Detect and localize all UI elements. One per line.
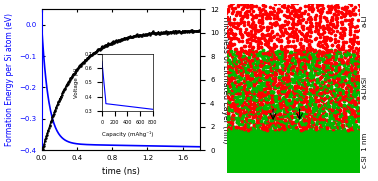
Y-axis label: Voltage (V): Voltage (V) <box>74 67 79 98</box>
X-axis label: Capacity (mAhg⁻¹): Capacity (mAhg⁻¹) <box>102 131 153 137</box>
Text: a-Li: a-Li <box>362 14 368 27</box>
Y-axis label: Thickness of Lithiated Layer (nm): Thickness of Lithiated Layer (nm) <box>221 15 230 144</box>
Text: a-LixSi: a-LixSi <box>362 76 368 99</box>
Text: c-Si  1 nm: c-Si 1 nm <box>362 132 368 168</box>
Y-axis label: Formation Energy per Si atom (eV): Formation Energy per Si atom (eV) <box>5 13 14 146</box>
X-axis label: time (ns): time (ns) <box>102 167 140 176</box>
